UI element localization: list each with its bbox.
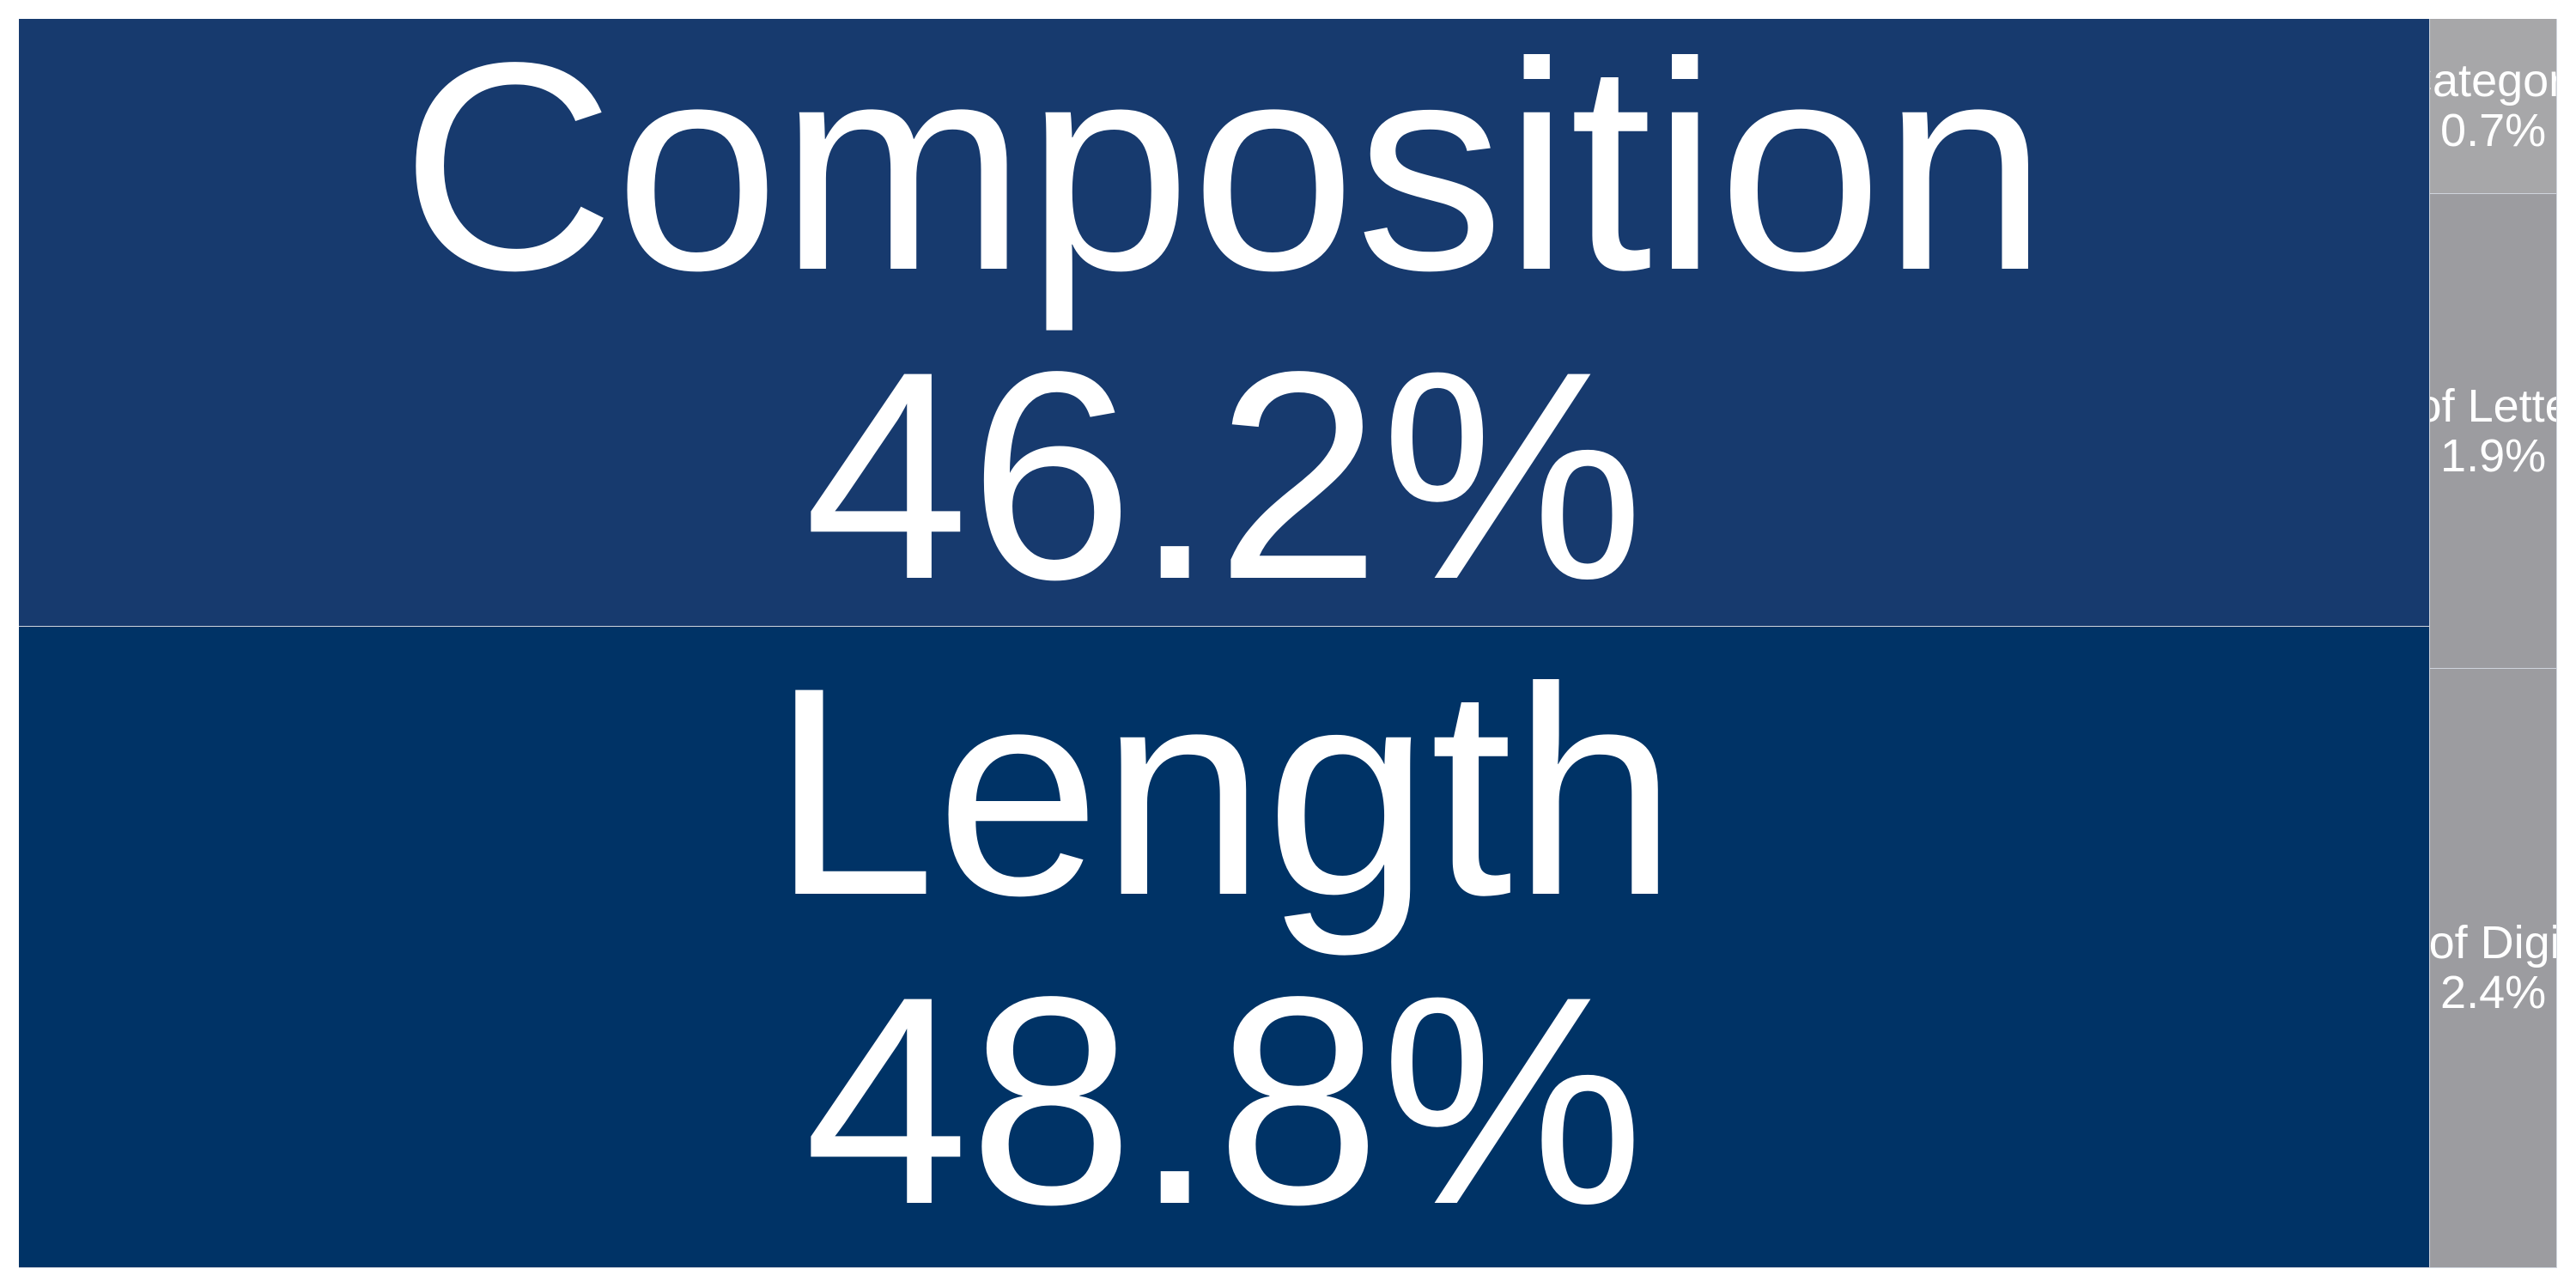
tile-letters-percent: 1.9% (2440, 429, 2547, 482)
tile-category: Category 0.7% (2430, 19, 2557, 194)
tile-composition-percent: 46.2% (804, 311, 1644, 627)
tile-letters: # of Letters 1.9% (2430, 193, 2557, 669)
tile-length-name: Length (770, 626, 1678, 957)
tile-digits-percent: 2.4% (2440, 967, 2547, 1019)
tile-letters-name: # of Letters (2430, 379, 2556, 432)
tile-length: Length 48.8% (19, 626, 2431, 1268)
tile-composition: Composition 46.2% (19, 19, 2431, 627)
tile-digits-name: # of Digits (2430, 917, 2556, 969)
tile-category-name: Category (2430, 55, 2556, 107)
tile-composition-name: Composition (400, 19, 2048, 333)
tile-digits: # of Digits 2.4% (2430, 668, 2557, 1268)
tile-category-percent: 0.7% (2440, 105, 2547, 157)
treemap-chart: Composition 46.2% Length 48.8% Category … (19, 19, 2557, 1268)
tile-length-percent: 48.8% (804, 935, 1644, 1266)
